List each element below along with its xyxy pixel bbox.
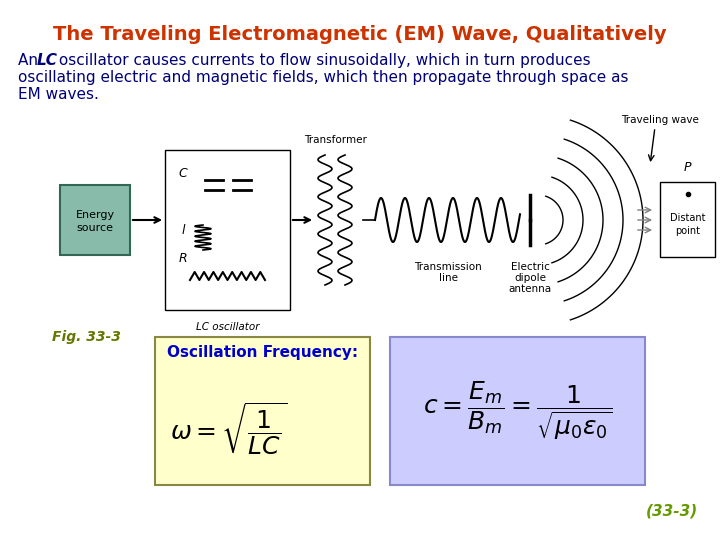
Text: Oscillation Frequency:: Oscillation Frequency: [167,345,358,360]
Text: oscillating electric and magnetic fields, which then propagate through space as: oscillating electric and magnetic fields… [18,70,629,85]
Text: EM waves.: EM waves. [18,87,99,102]
FancyBboxPatch shape [155,337,370,485]
Text: source: source [76,223,114,233]
Text: Transformer: Transformer [304,135,366,145]
Text: Distant
point: Distant point [670,213,706,236]
FancyBboxPatch shape [390,337,645,485]
FancyBboxPatch shape [60,185,130,255]
Text: Fig. 33-3: Fig. 33-3 [52,330,121,344]
Text: Transmission: Transmission [414,262,482,272]
Text: R: R [179,252,187,265]
Text: LC: LC [37,53,58,68]
Text: Traveling wave: Traveling wave [621,115,699,125]
Text: l: l [181,224,185,237]
Text: LC oscillator: LC oscillator [196,322,259,332]
Text: (33-3): (33-3) [646,503,698,518]
Text: Energy: Energy [76,210,114,220]
Text: C: C [179,167,187,180]
Text: $\omega = \sqrt{\dfrac{1}{LC}}$: $\omega = \sqrt{\dfrac{1}{LC}}$ [170,401,287,457]
FancyBboxPatch shape [660,182,715,257]
Text: $c = \dfrac{E_m}{B_m} = \dfrac{1}{\sqrt{\mu_0 \varepsilon_0}}$: $c = \dfrac{E_m}{B_m} = \dfrac{1}{\sqrt{… [423,380,612,442]
Text: P: P [684,161,691,174]
Text: The Traveling Electromagnetic (EM) Wave, Qualitatively: The Traveling Electromagnetic (EM) Wave,… [53,25,667,44]
Text: dipole: dipole [514,273,546,283]
Text: An: An [18,53,43,68]
FancyBboxPatch shape [165,150,290,310]
Text: Electric: Electric [510,262,549,272]
Text: antenna: antenna [508,284,552,294]
Text: line: line [438,273,457,283]
Text: oscillator causes currents to flow sinusoidally, which in turn produces: oscillator causes currents to flow sinus… [54,53,590,68]
